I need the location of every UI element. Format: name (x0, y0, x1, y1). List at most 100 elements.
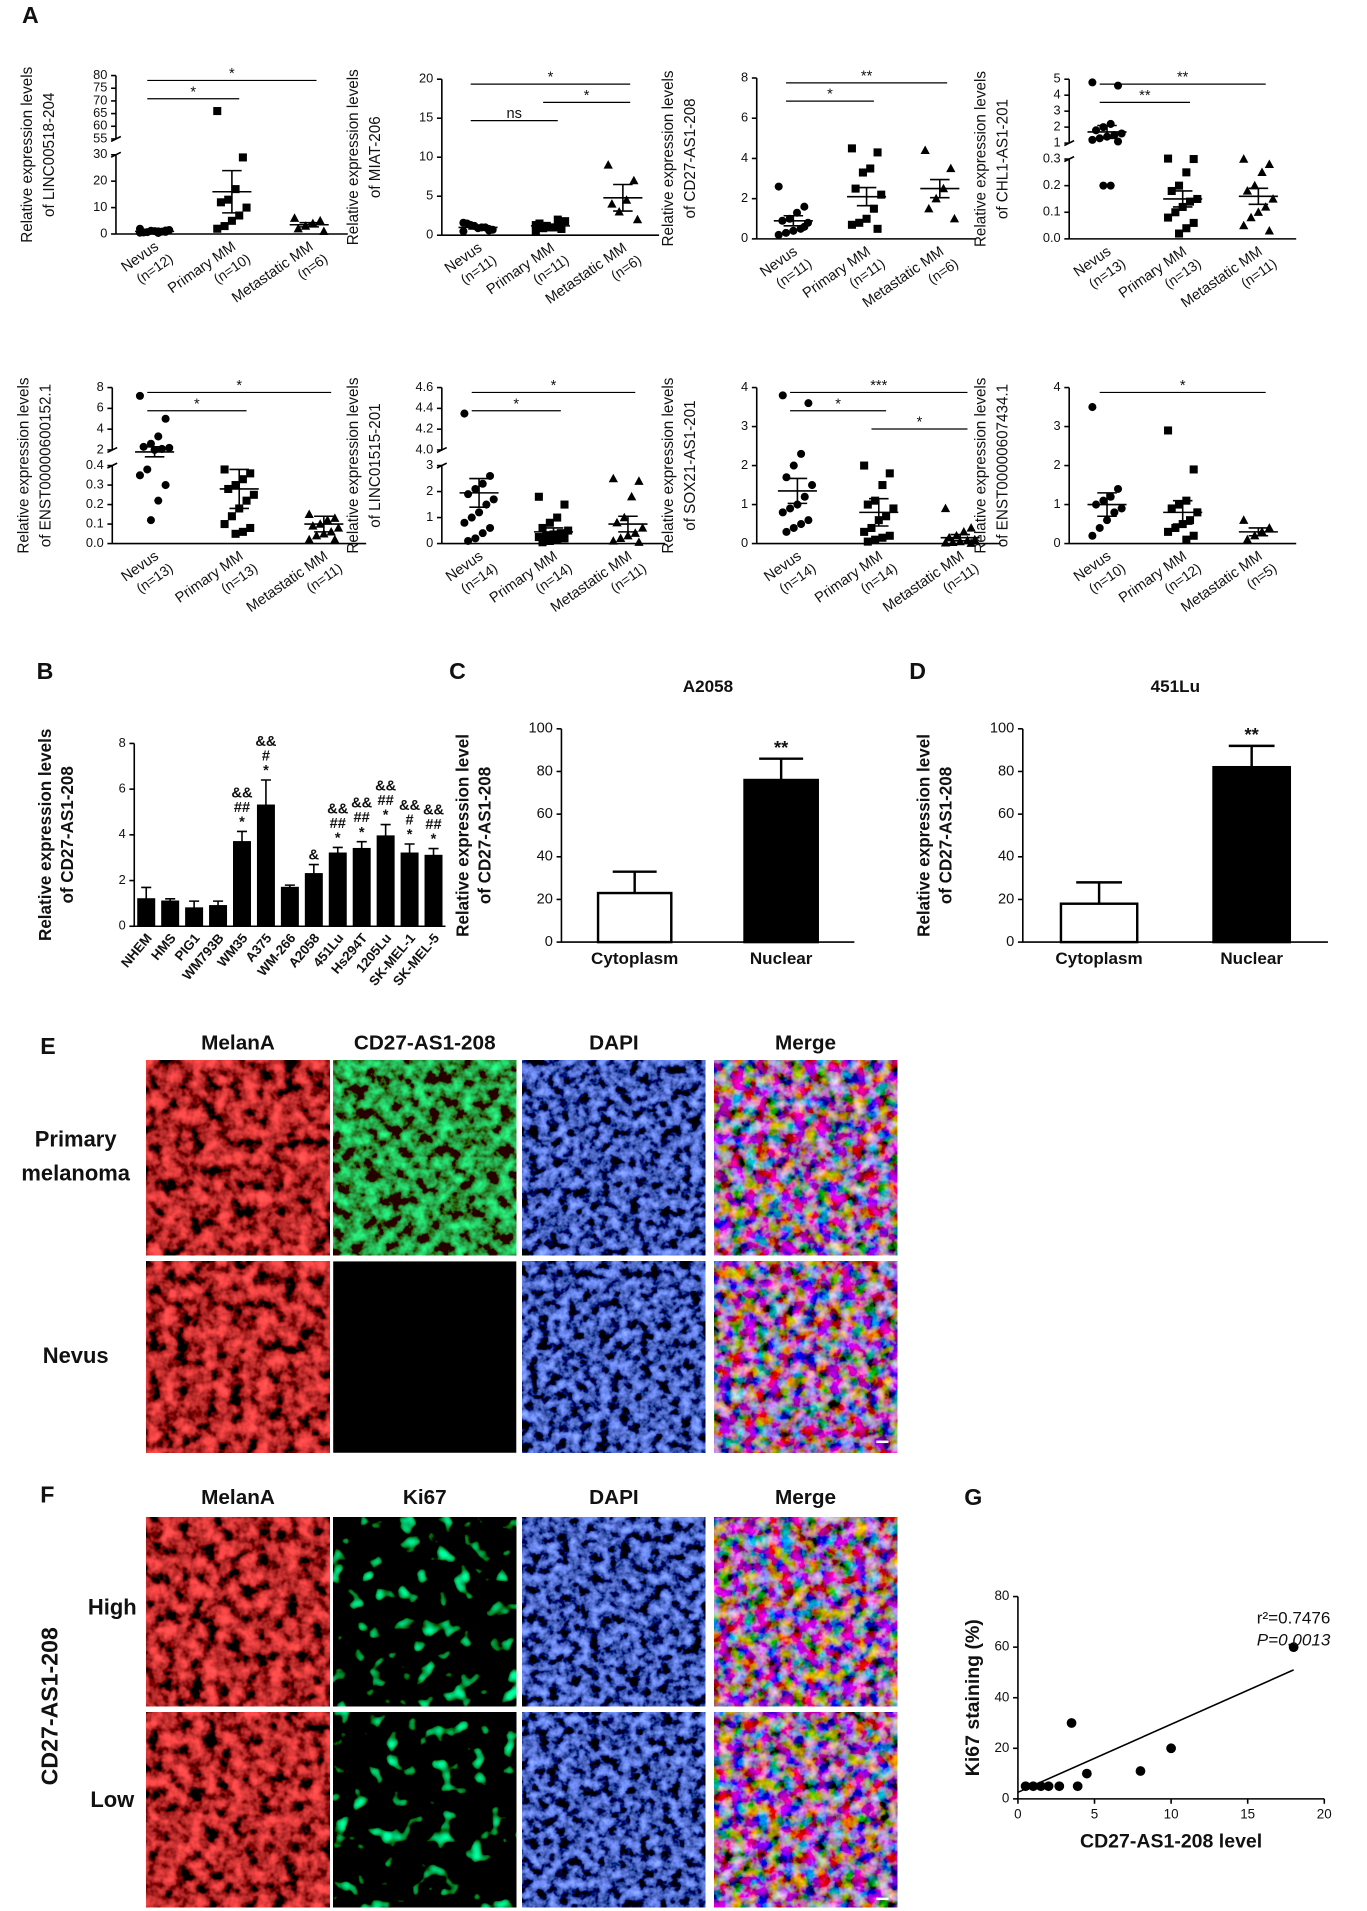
point (940, 537, 951, 547)
y-tick-label: 1 (741, 496, 748, 511)
point (871, 535, 880, 544)
significance-label: ** (861, 68, 873, 84)
row-label: High (88, 1595, 137, 1620)
micrograph (333, 1060, 517, 1256)
point (553, 215, 562, 224)
significance-label: ns (507, 106, 522, 122)
error-bar (1248, 527, 1269, 537)
point (538, 538, 547, 547)
point (626, 491, 637, 501)
bar (743, 778, 819, 944)
point (330, 513, 340, 522)
point (792, 208, 802, 217)
row-label: Low (90, 1787, 135, 1812)
point (1066, 1718, 1077, 1728)
point (460, 409, 469, 418)
y-tick-label: 0 (741, 230, 748, 245)
significance-label: * (551, 378, 557, 394)
y-axis-label: of CHL1-AS1-201 (994, 99, 1011, 219)
point (227, 216, 236, 225)
point (860, 527, 869, 536)
y-tick-label: 20 (998, 891, 1014, 907)
y-tick-label: 3 (1054, 418, 1061, 433)
y-tick-label: 2 (1054, 118, 1061, 133)
y-tick-label: 6 (741, 110, 748, 125)
y-axis (436, 387, 448, 544)
point (1164, 213, 1173, 222)
y-axis-label: Relative expression levels (660, 377, 677, 553)
significance-label: * (407, 827, 413, 843)
bar (233, 841, 251, 927)
point (1117, 129, 1126, 138)
point (959, 526, 969, 536)
micrograph (146, 1261, 330, 1453)
error-bar (469, 477, 489, 508)
y-tick-label: 100 (528, 721, 552, 737)
bar (256, 804, 275, 927)
y-tick-label: 20 (537, 891, 553, 907)
y-tick-label: 75 (93, 80, 107, 95)
y-tick-label: 1 (426, 509, 433, 524)
y-axis-label: Relative expression levels (19, 66, 36, 242)
y-tick-label: 0 (1054, 535, 1061, 550)
point (1072, 1781, 1083, 1792)
point (464, 490, 473, 499)
point (878, 533, 887, 542)
micrograph (522, 1517, 706, 1707)
y-tick-label: 0.0 (86, 535, 104, 550)
panel-letter: B (37, 658, 54, 684)
y-tick-label: 1 (1054, 134, 1061, 149)
micrograph (333, 1712, 517, 1908)
point (1182, 535, 1191, 544)
y-axis-label: Relative expression level (453, 734, 472, 937)
point (1253, 207, 1264, 216)
error-bar (1228, 744, 1275, 768)
y-tick-label: 4.2 (415, 421, 433, 436)
point (531, 227, 540, 236)
point (1264, 159, 1274, 169)
point (161, 481, 170, 490)
bar (1059, 902, 1139, 944)
error-bar (856, 186, 877, 207)
y-tick-label: 10 (93, 199, 107, 214)
column-header: CD27-AS1-208 (354, 1031, 496, 1054)
column-header: MelanA (201, 1031, 275, 1054)
point (556, 529, 565, 538)
point (1106, 492, 1115, 501)
point (1102, 516, 1112, 525)
panel-letter: G (964, 1484, 982, 1510)
significance-label: * (1180, 378, 1186, 394)
point (871, 496, 880, 505)
significance-label: * (827, 87, 833, 103)
significance-label: * (194, 396, 200, 412)
significance-label: ## (354, 810, 370, 826)
point (885, 531, 894, 540)
significance-label: * (584, 88, 590, 104)
error-bar (260, 779, 271, 806)
y-tick-label: 1 (1054, 496, 1061, 511)
y-tick-label: 40 (998, 849, 1014, 865)
significance-label: * (431, 832, 437, 848)
micrograph (146, 1060, 330, 1256)
y-tick-label: 3 (426, 457, 433, 472)
y-axis-label: of LINC00518-204 (41, 92, 58, 217)
y-tick-label: 80 (998, 763, 1014, 779)
y-tick-label: 4 (741, 150, 748, 165)
point (154, 432, 163, 441)
significance-label: * (236, 378, 242, 394)
y-tick-label: 8 (97, 379, 104, 394)
point (786, 504, 795, 513)
point (632, 214, 643, 224)
bar (161, 900, 180, 927)
y-tick-label: 60 (998, 806, 1014, 822)
point (216, 198, 225, 207)
micrograph (714, 1517, 898, 1707)
point (860, 461, 869, 470)
point (143, 465, 152, 474)
point (475, 508, 484, 517)
y-tick-label: 0 (426, 227, 433, 242)
point (322, 515, 333, 524)
trendline (1017, 1669, 1294, 1794)
y-axis-label: Relative expression levels (972, 377, 989, 553)
